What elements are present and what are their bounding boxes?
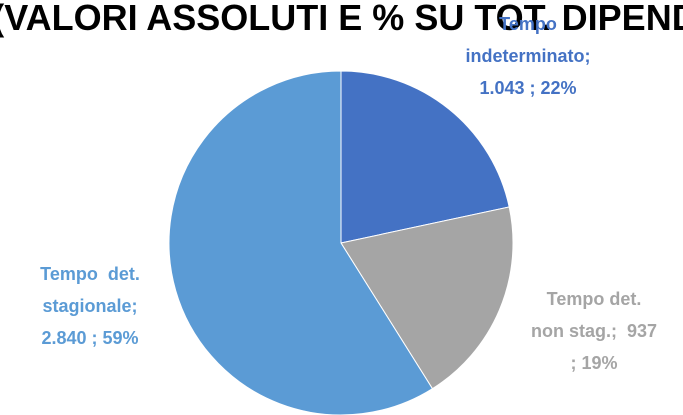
slice-label-1-line-1: Tempo — [499, 14, 557, 34]
pie-labels: Tempo indeterminato; 1.043 ; 22% Tempo det.… — [40, 14, 657, 373]
slice-label-3-line-3: 2.840 ; 59% — [41, 328, 138, 348]
pie-slice-2 — [340, 206, 514, 390]
slice-label-3-line-1: Tempo det. — [40, 264, 140, 284]
slice-label-1-line-2: indeterminato; — [465, 46, 590, 66]
slice-label-1: Tempo indeterminato; 1.043 ; 22% — [465, 14, 590, 98]
slice-label-2-line-1: Tempo det. — [547, 289, 642, 309]
slice-label-1-line-3: 1.043 ; 22% — [479, 78, 576, 98]
slice-label-2-line-2: non stag.; 937 — [531, 321, 657, 341]
slice-label-2: Tempo det. non stag.; 937 ; 19% — [531, 289, 657, 373]
slice-label-3-line-2: stagionale; — [42, 296, 137, 316]
chart-title: (VALORI ASSOLUTI E % SU TOT. DIPEND — [0, 0, 683, 38]
pie-slices — [168, 70, 514, 415]
slice-label-2-line-3: ; 19% — [570, 353, 617, 373]
pie-slice-1 — [340, 70, 510, 244]
slice-label-3: Tempo det. stagionale; 2.840 ; 59% — [40, 264, 140, 348]
